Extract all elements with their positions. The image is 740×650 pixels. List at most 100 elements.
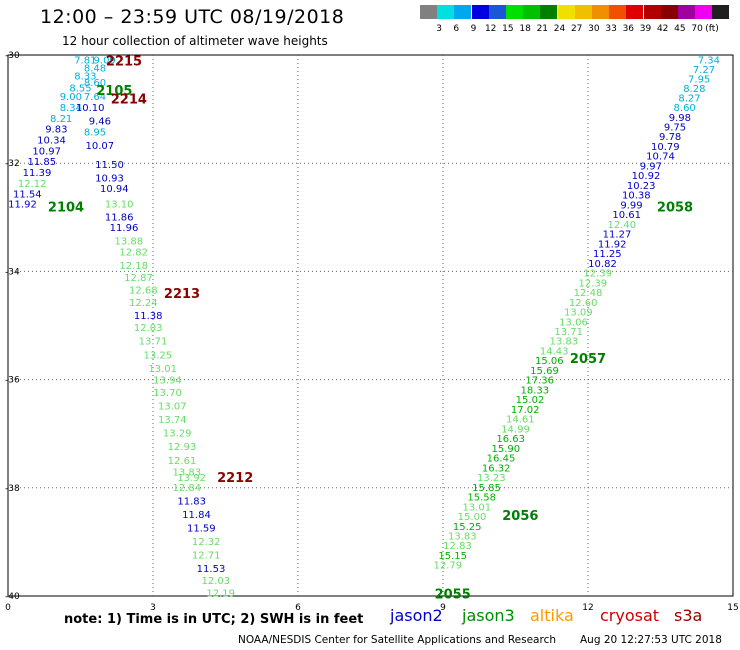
wave-height-label: 10.34 bbox=[37, 135, 66, 146]
wave-height-label: 13.83 bbox=[173, 468, 202, 479]
wave-height-label: 9.75 bbox=[664, 122, 686, 133]
plot-frame bbox=[7, 54, 734, 597]
pass-time-label: 2212 bbox=[217, 471, 253, 486]
wave-height-label: 10.82 bbox=[588, 259, 617, 270]
wave-height-label: 8.55 bbox=[69, 84, 91, 95]
wave-height-label: 11.84 bbox=[182, 510, 211, 521]
wave-height-label: 12.39 bbox=[579, 278, 608, 289]
wave-height-label: 13.71 bbox=[139, 337, 168, 348]
wave-height-label: 13.07 bbox=[158, 402, 187, 413]
wave-height-label: 15.58 bbox=[467, 493, 496, 504]
wave-height-label: 8.34 bbox=[60, 103, 82, 114]
scale-tick-label: 39 bbox=[639, 24, 652, 34]
scale-color-box bbox=[660, 5, 678, 19]
wave-height-label: 7.81 bbox=[74, 55, 96, 66]
wave-height-label: 12.03 bbox=[202, 576, 231, 587]
wave-height-label: 15.25 bbox=[453, 522, 482, 533]
scale-color-box bbox=[609, 5, 627, 19]
y-tick-label: -30 bbox=[5, 51, 20, 61]
wave-height-label: 10.79 bbox=[651, 142, 680, 153]
wave-height-label: 9.98 bbox=[669, 113, 691, 124]
pass-time-label: 2056 bbox=[502, 509, 538, 524]
scale-tick-label: 6 bbox=[453, 24, 460, 34]
legend-item: jason3 bbox=[462, 606, 515, 625]
wave-height-label: 13.94 bbox=[153, 376, 182, 387]
scale-tick-label: 15 bbox=[502, 24, 514, 34]
wave-height-label: 13.01 bbox=[148, 364, 177, 375]
wave-height-label: 16.32 bbox=[482, 463, 511, 474]
scale-color-box bbox=[420, 5, 437, 19]
pass-time-label: 2105 bbox=[96, 84, 132, 99]
wave-height-label: 10.92 bbox=[632, 171, 661, 182]
scale-tick-label: 27 bbox=[570, 24, 583, 34]
pass-time-label: 2214 bbox=[111, 92, 147, 107]
wave-height-label: 12.79 bbox=[434, 561, 463, 572]
pass-time-label: 2215 bbox=[106, 54, 142, 69]
wave-height-label: 13.10 bbox=[105, 199, 134, 210]
wave-height-label: 11.50 bbox=[95, 160, 124, 171]
wave-height-label: 12.12 bbox=[18, 179, 47, 190]
wave-height-label: 12.39 bbox=[583, 269, 612, 280]
wave-height-label: 7.27 bbox=[693, 65, 715, 76]
x-tick-label: 6 bbox=[295, 603, 301, 613]
scale-tick-label: 9 bbox=[470, 24, 477, 34]
scale-color-box bbox=[626, 5, 644, 19]
wave-height-label: 10.93 bbox=[95, 173, 124, 184]
scale-color-box bbox=[592, 5, 609, 19]
wave-height-label: 10.97 bbox=[32, 146, 61, 157]
wave-height-label: 13.83 bbox=[448, 531, 477, 542]
scale-color-box bbox=[506, 5, 523, 19]
scale-tick-label: 3 bbox=[436, 24, 442, 34]
wave-height-label: 10.61 bbox=[612, 210, 641, 221]
wave-height-label: 12.71 bbox=[192, 550, 221, 561]
wave-height-label: 9.83 bbox=[45, 125, 67, 136]
wave-height-label: 15.06 bbox=[535, 356, 564, 367]
wave-height-label: 11.25 bbox=[593, 249, 622, 260]
scale-color-box bbox=[454, 5, 472, 19]
wave-height-label: 10.94 bbox=[100, 184, 129, 195]
scale-tick-label: 18 bbox=[519, 24, 531, 34]
wave-height-label: 16.63 bbox=[496, 434, 525, 445]
pass-time-label: 2104 bbox=[48, 200, 84, 215]
wave-height-label: 13.06 bbox=[559, 317, 588, 328]
scale-tick-label: 42 bbox=[656, 24, 669, 34]
wave-height-label: 12.60 bbox=[569, 298, 598, 309]
pass-time-label: 2055 bbox=[435, 587, 471, 602]
wave-height-label: 11.92 bbox=[8, 199, 37, 210]
wave-height-label: 13.70 bbox=[153, 388, 182, 399]
wave-height-label: 12.19 bbox=[206, 588, 235, 599]
x-tick-label: 9 bbox=[440, 603, 446, 613]
legend-item: s3a bbox=[674, 606, 703, 625]
wave-height-label: 11.92 bbox=[598, 239, 627, 250]
wave-height-label: 12.82 bbox=[119, 247, 148, 258]
wave-height-label: 7.64 bbox=[84, 92, 106, 103]
wave-height-label: 10.38 bbox=[622, 191, 651, 202]
x-tick-label: 12 bbox=[582, 603, 593, 613]
wave-height-label: 14.43 bbox=[540, 346, 569, 357]
wave-height-label: 11.38 bbox=[134, 311, 163, 322]
pass-time-label: 2058 bbox=[657, 200, 693, 215]
wave-height-label: 13.88 bbox=[115, 237, 144, 248]
scale-color-box bbox=[574, 5, 592, 19]
wave-height-label: 8.21 bbox=[50, 114, 72, 125]
wave-height-label: 17.02 bbox=[511, 405, 540, 416]
scale-tick-label: 12 bbox=[484, 24, 497, 34]
scale-color-box bbox=[437, 5, 455, 19]
footer-credit: NOAA/NESDIS Center for Satellite Applica… bbox=[238, 634, 556, 646]
wave-height-label: 10.07 bbox=[86, 141, 115, 152]
wave-height-label: 14.99 bbox=[501, 424, 530, 435]
wave-height-label: 15.02 bbox=[516, 395, 545, 406]
wave-height-label: 8.27 bbox=[678, 93, 700, 104]
wave-height-label: 9.78 bbox=[659, 132, 681, 143]
wave-height-label: 11.85 bbox=[28, 157, 57, 168]
scale-tick-label: 45 bbox=[674, 24, 686, 34]
wave-height-label: 13.23 bbox=[477, 473, 506, 484]
scale-tick-label: 24 bbox=[553, 24, 566, 34]
pass-time-label: 2057 bbox=[570, 352, 606, 367]
wave-height-label: 12.84 bbox=[173, 483, 202, 494]
wave-height-label: 16.45 bbox=[487, 454, 516, 465]
scale-unit-label: (ft) bbox=[705, 24, 719, 34]
wave-height-label: 9.09 bbox=[94, 55, 116, 66]
x-tick-label: 0 bbox=[5, 603, 11, 613]
